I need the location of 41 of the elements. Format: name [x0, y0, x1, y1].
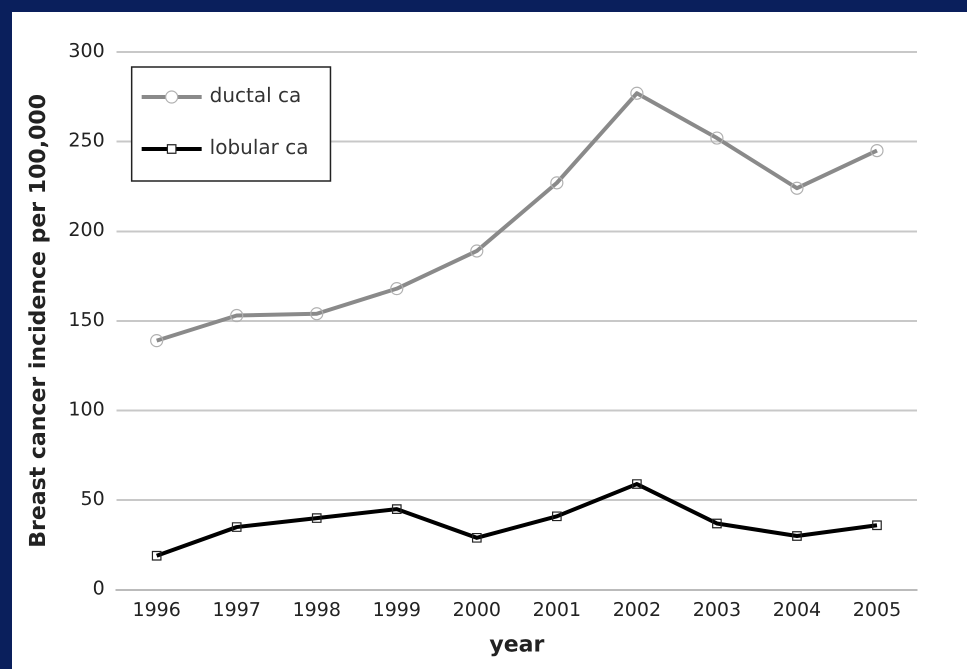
y-tick-label: 0: [92, 578, 105, 600]
x-tick-label: 1999: [372, 599, 421, 622]
y-tick-label: 150: [68, 308, 105, 331]
point: [472, 532, 482, 543]
x-tick-label: 2003: [692, 599, 742, 622]
point: [312, 513, 322, 523]
point: [392, 504, 402, 514]
point: [792, 531, 802, 541]
point: [632, 479, 642, 489]
point: [230, 308, 244, 322]
point: [712, 518, 722, 528]
point: [710, 131, 724, 145]
x-tick-label: 1997: [212, 599, 261, 622]
x-tick-label: 1996: [132, 599, 181, 622]
y-axis-title: Breast cancer incidence per 100,000: [26, 94, 51, 548]
x-tick-label: 2001: [532, 599, 582, 622]
point: [470, 244, 484, 258]
point: [870, 144, 884, 158]
y-tick-label: 200: [68, 219, 105, 242]
point: [872, 520, 882, 530]
x-tick-label: 2000: [452, 599, 501, 622]
point: [390, 282, 404, 296]
x-tick-label: 1998: [292, 599, 341, 622]
point: [552, 511, 562, 522]
y-tick-label: 50: [80, 488, 105, 510]
y-tick-label: 300: [68, 40, 105, 62]
point: [550, 176, 564, 190]
point: [150, 334, 164, 348]
point: [152, 550, 162, 561]
point: [232, 522, 242, 532]
x-tick-label: 2005: [852, 599, 902, 622]
y-tick-label: 100: [68, 398, 105, 420]
y-tick-label: 250: [68, 130, 105, 152]
legend-label: ductal ca: [210, 83, 302, 108]
point: [630, 86, 644, 100]
point: [790, 182, 804, 195]
x-axis-title: year: [489, 632, 544, 658]
legend-label: lobular ca: [210, 135, 308, 160]
x-tick-label: 2004: [772, 599, 822, 622]
x-tick-label: 2002: [612, 599, 662, 622]
point: [310, 307, 324, 320]
